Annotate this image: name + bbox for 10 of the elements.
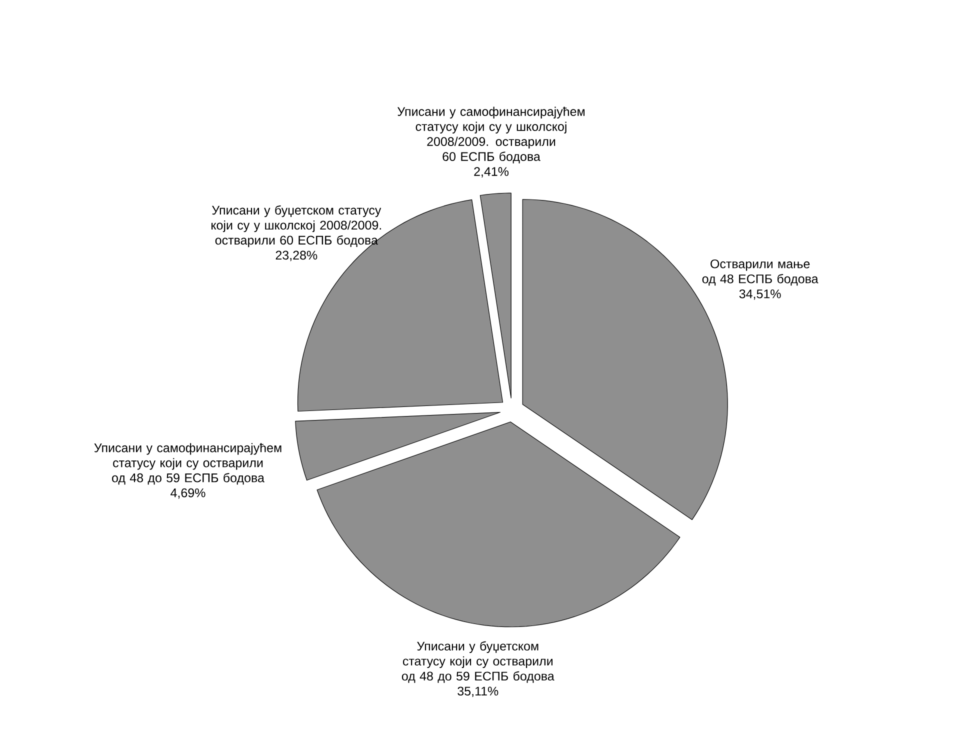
data-label: 35,11%	[458, 686, 498, 698]
slice-label: Уписани у самофинансирајућем статусу који су у школској 2008/2009. остварили 60 ЕСПБ бодова	[397, 106, 585, 164]
data-label: 2,41%	[474, 167, 509, 178]
slice-label: Уписани у буџетском статусу који су остварили од 48 до 59 ЕСПБ бодова	[402, 641, 554, 683]
data-label: 23,28%	[276, 250, 318, 262]
slice-label: Остварили мање од 48 ЕСПБ бодова	[702, 259, 818, 286]
data-label: 4,69%	[170, 488, 206, 499]
data-label: 34,51%	[739, 289, 781, 300]
slice-label: Уписани у буџетском статусу који су у школској 2008/2009. остварили 60 ЕСПБ бодова	[212, 205, 382, 248]
slice-label: Уписани у самофинансирајућем статусу који су остварили од 48 до 59 ЕСПБ бодова	[94, 443, 282, 485]
